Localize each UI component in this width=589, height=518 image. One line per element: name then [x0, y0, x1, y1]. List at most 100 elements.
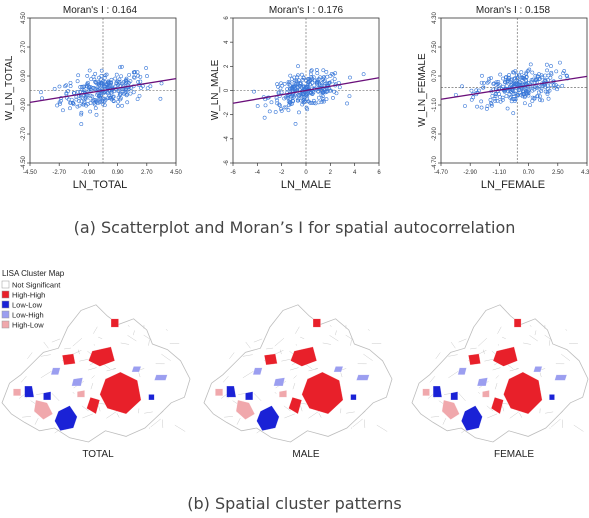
district-boundary	[478, 392, 480, 394]
data-point	[286, 82, 291, 86]
district-boundary	[88, 367, 97, 371]
data-point	[131, 70, 136, 75]
legend-label: Not Significant	[12, 281, 61, 290]
district-boundary	[561, 353, 571, 361]
district-boundary	[93, 326, 98, 334]
data-point	[145, 74, 149, 78]
district-boundary	[322, 342, 332, 345]
data-point	[116, 104, 120, 108]
lisa-legend: LISA Cluster Map Not SignificantHigh-Hig…	[1, 269, 65, 330]
data-point	[96, 97, 101, 102]
district-boundary	[478, 338, 487, 347]
district-boundary	[253, 393, 262, 402]
data-point	[138, 79, 143, 84]
data-point	[328, 73, 333, 78]
district-boundary	[458, 393, 466, 402]
data-point	[513, 97, 518, 101]
district-boundary	[224, 416, 233, 418]
regression-line	[440, 75, 588, 100]
regression-line	[29, 77, 177, 104]
data-point	[508, 80, 513, 85]
data-point	[532, 96, 537, 101]
cluster-district	[461, 405, 483, 431]
district-boundary	[357, 410, 366, 418]
data-point	[309, 75, 314, 79]
district-boundary	[155, 410, 164, 418]
data-point	[98, 93, 103, 98]
data-point	[77, 103, 82, 108]
district-boundary	[340, 372, 343, 378]
district-boundary	[242, 371, 254, 378]
data-point	[545, 92, 550, 96]
district-boundary	[497, 326, 502, 334]
legend-swatch	[1, 310, 10, 319]
cluster-district	[450, 391, 458, 401]
legend-title: LISA Cluster Map	[2, 269, 65, 278]
data-point	[319, 89, 324, 94]
district-boundary	[22, 416, 31, 418]
district-boundary	[335, 330, 337, 336]
data-point	[347, 94, 352, 99]
data-point	[498, 99, 503, 104]
data-point	[74, 97, 79, 102]
data-point	[89, 77, 94, 82]
data-point	[275, 101, 280, 106]
data-point	[132, 75, 137, 80]
district-boundary	[138, 372, 141, 378]
district-boundary	[148, 339, 150, 346]
district-boundary	[529, 325, 532, 327]
data-point	[497, 92, 501, 96]
data-point	[535, 86, 539, 91]
data-point	[561, 71, 566, 76]
data-point	[66, 89, 71, 93]
district-boundary	[98, 336, 103, 339]
data-point	[299, 93, 304, 98]
panel-title: Moran's I : 0.164	[63, 5, 138, 16]
y-tick-label: -1.10	[432, 98, 438, 112]
data-point	[138, 74, 143, 79]
data-point	[277, 102, 282, 107]
data-point	[109, 80, 113, 85]
district-boundary	[34, 418, 39, 425]
data-point	[477, 88, 481, 93]
district-boundary	[487, 413, 498, 419]
data-point	[107, 93, 112, 98]
data-point	[319, 100, 324, 105]
data-point	[286, 80, 291, 84]
cluster-district	[312, 318, 321, 328]
data-point	[109, 77, 114, 82]
data-point	[488, 97, 493, 102]
cluster-district	[110, 318, 119, 328]
x-tick-label: -2.90	[463, 170, 477, 176]
caption-cluster-maps: (b) Spatial cluster patterns	[187, 494, 402, 513]
data-point	[305, 85, 310, 90]
data-point	[94, 112, 99, 117]
data-point	[538, 94, 542, 99]
data-point	[309, 101, 314, 106]
district-boundary	[470, 347, 477, 350]
data-point	[489, 102, 494, 107]
data-point	[334, 91, 339, 96]
y-tick-label: 0.70	[432, 70, 438, 82]
x-tick-label: 0	[304, 170, 308, 176]
data-point	[68, 80, 73, 85]
district-boundary	[64, 347, 72, 350]
data-point	[114, 81, 119, 86]
data-point	[267, 109, 272, 114]
data-point	[505, 106, 510, 111]
data-point	[522, 101, 527, 106]
data-point	[135, 70, 140, 75]
district-boundary	[81, 405, 89, 412]
cluster-district	[131, 366, 142, 373]
data-point	[316, 95, 321, 100]
district-boundary	[551, 418, 561, 428]
district-boundary	[502, 405, 505, 412]
data-point	[546, 96, 551, 101]
district-boundary	[549, 339, 551, 346]
cluster-map-total: TOTAL	[1, 304, 191, 460]
district-boundary	[281, 359, 291, 362]
data-point	[106, 91, 110, 96]
data-point	[345, 101, 349, 106]
district-boundary	[133, 330, 135, 336]
